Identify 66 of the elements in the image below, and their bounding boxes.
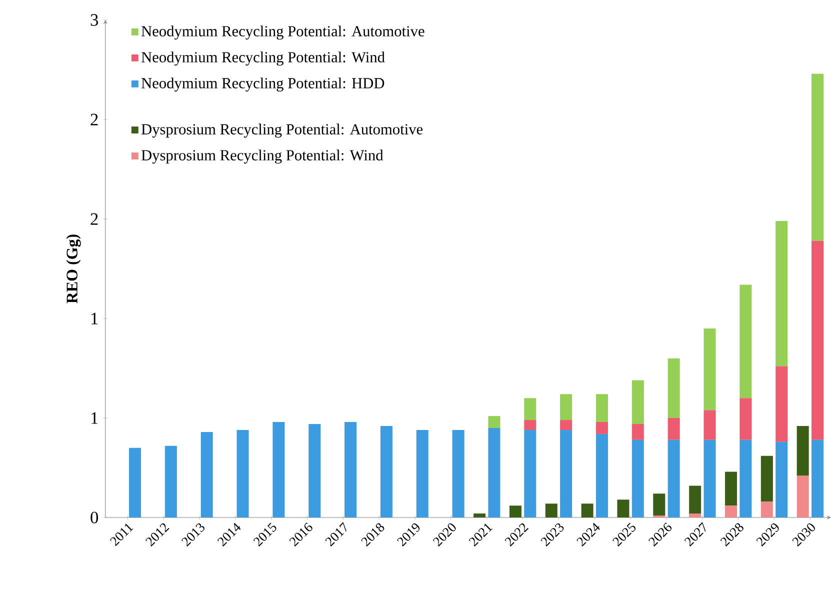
bar (760, 456, 773, 502)
bar (724, 472, 737, 506)
y-tick-label: 2 (90, 213, 98, 225)
bar (474, 513, 486, 518)
bar (776, 442, 788, 518)
legend-label: Neodymium Recycling Potential: Wind (141, 51, 385, 66)
bar (632, 380, 644, 424)
bar (488, 416, 500, 428)
bar (740, 440, 752, 518)
bar (668, 440, 680, 518)
bar (545, 503, 558, 518)
bar (236, 430, 249, 518)
bar (560, 430, 572, 518)
bar (272, 422, 285, 518)
bar (488, 428, 500, 518)
bar (524, 420, 536, 430)
bar (380, 426, 392, 518)
bar (560, 394, 572, 420)
y-tick-label: 1 (92, 312, 98, 324)
bar (812, 440, 824, 518)
legend-label: Dysprosium Recycling Potential: Automotive (141, 124, 423, 138)
bar (668, 418, 680, 440)
bar (740, 284, 752, 398)
y-axis-title: REO (Gg) (66, 234, 81, 304)
bar (704, 410, 716, 440)
bar (581, 503, 594, 518)
y-tick-label: 3 (90, 14, 98, 26)
bar (632, 424, 644, 440)
bar (596, 434, 608, 518)
bar (524, 398, 536, 420)
bar (344, 422, 357, 518)
bar (509, 505, 522, 518)
bar (812, 240, 824, 440)
bar (308, 424, 321, 518)
bar (704, 440, 716, 518)
bar (796, 426, 809, 476)
x-tick-label: 2011 (110, 524, 134, 546)
bar (704, 328, 716, 410)
bar (796, 476, 809, 518)
bar (596, 422, 608, 434)
bar (668, 358, 680, 418)
bar (560, 420, 572, 430)
bar (452, 430, 464, 518)
bar (776, 366, 788, 442)
bar (724, 505, 737, 518)
bar (812, 74, 824, 241)
bar (416, 430, 428, 518)
bar (653, 494, 666, 516)
legend-label: Dysprosium Recycling Potential: Wind (141, 150, 384, 164)
bar (689, 513, 702, 518)
y-tick-label: 0 (90, 512, 98, 524)
bar (617, 500, 630, 518)
bar (200, 432, 213, 518)
bar (128, 448, 141, 518)
bar (596, 394, 608, 422)
bar (632, 440, 644, 518)
y-tick-label: 1 (92, 412, 98, 424)
y-tick-label: 2 (90, 114, 98, 126)
bar (776, 220, 788, 366)
bar (164, 446, 177, 518)
bar (740, 398, 752, 440)
bar (760, 502, 773, 518)
bar (689, 486, 702, 514)
bar (524, 430, 536, 518)
legend-label: Neodymium Recycling Potential: HDD (141, 77, 384, 92)
legend-label: Neodymium Recycling Potential: Automotive (141, 25, 424, 40)
